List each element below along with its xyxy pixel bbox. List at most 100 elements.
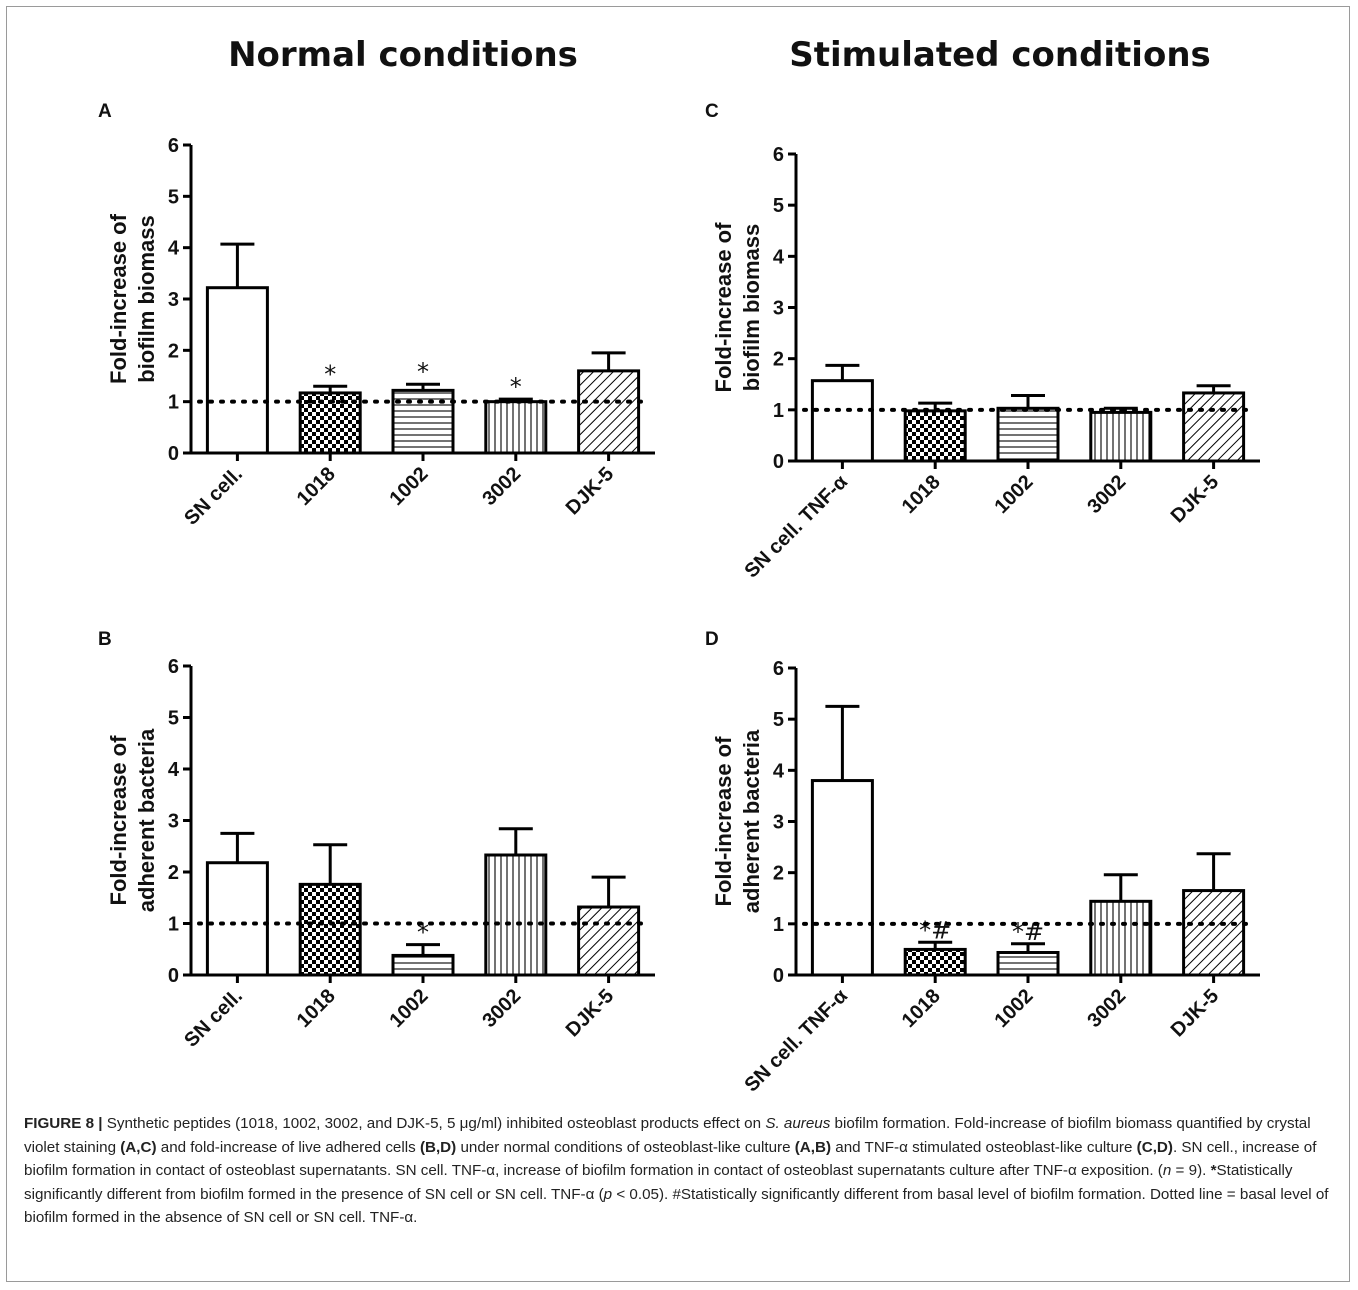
caption-text-7: = 9).	[1171, 1162, 1211, 1179]
panel-a-xlabel-djk-5: DJK-5	[562, 463, 618, 519]
panel-d-ytick-label-2: 2	[773, 863, 784, 885]
caption-species: S. aureus	[765, 1115, 831, 1132]
panel-a-xlabel-3002: 3002	[478, 463, 525, 510]
panel-b-ytick-label-5: 5	[168, 708, 179, 730]
panel-b-ytick-label-3: 3	[168, 811, 179, 833]
panel-d-ylabel-line-1: Fold-increase of	[711, 736, 736, 907]
panel-b-ytick-label-1: 1	[168, 914, 179, 936]
panel-c-ytick-label-1: 1	[773, 400, 784, 422]
panel-b-ytick-label-6: 6	[168, 656, 179, 678]
panel-a-annotation-1018: *	[324, 360, 336, 388]
panel-c-ytick-label-6: 6	[773, 144, 784, 166]
caption-text-1: Synthetic peptides (1018, 1002, 3002, an…	[102, 1115, 766, 1132]
panel-a-ytick-label-1: 1	[168, 392, 179, 414]
caption-ref-bd: (B,D)	[419, 1138, 457, 1156]
panel-c-ylabel-line-1: Fold-increase of	[711, 222, 736, 393]
caption-p: p	[603, 1185, 613, 1203]
panel-a-ytick-label-2: 2	[168, 340, 179, 362]
panel-d-ylabel-line-2: adherent bacteria	[739, 729, 764, 913]
panel-c-bar-3002	[1089, 410, 1153, 463]
panel-a-annotation-3002: *	[510, 373, 522, 401]
panel-c-ytick-label-3: 3	[773, 298, 784, 320]
panel-c-ytick-label-4: 4	[773, 246, 785, 268]
panel-a-bar-3002	[484, 400, 548, 455]
panel-c-bar-1018	[903, 409, 967, 463]
panel-d: D Fold-increase of adherent bacteria 0 1 2 3 4 5…	[705, 629, 1260, 1096]
panel-b-annotation-1002: *	[417, 919, 429, 947]
panel-c-xlabel-1002: 1002	[991, 471, 1038, 518]
panel-a: A Fold-increase of biofilm biomass 0 1 2 3 4 5 6 S…	[98, 101, 655, 530]
panel-a-label: A	[98, 101, 112, 122]
panel-b: B Fold-increase of adherent bacteria 0 1 2 3 4 5…	[98, 629, 655, 1052]
caption-text-5: and TNF-α stimulated osteoblast-like cul…	[831, 1138, 1137, 1156]
caption-ref-ab: (A,B)	[794, 1138, 832, 1156]
panel-d-bar-3002	[1089, 899, 1153, 977]
caption-text-8: Statistically significantly different fr…	[24, 1162, 1293, 1203]
panel-b-ylabel-line-1: Fold-increase of	[106, 735, 131, 906]
panel-a-ytick-label-3: 3	[168, 289, 179, 311]
panel-d-xlabel-3002: 3002	[1083, 985, 1130, 1032]
figure-frame	[6, 6, 1350, 1282]
panel-c-bar-sn-cell-tnf	[810, 379, 874, 463]
panel-d-ytick-label-5: 5	[773, 709, 784, 731]
caption-ref-ac: (A,C)	[120, 1138, 157, 1156]
panel-a-bar-1002	[391, 388, 455, 455]
panel-b-xlabel-djk-5: DJK-5	[562, 985, 618, 1041]
panel-d-label: D	[705, 629, 719, 650]
panel-d-xlabel-sn-cell-tnf: SN cell. TNF-α	[740, 984, 852, 1096]
panel-a-ylabel-line-2: biofilm biomass	[134, 215, 159, 382]
caption-ref-cd: (C,D)	[1136, 1138, 1173, 1156]
caption-text-6: . SN cell., increase of biofilm formatio…	[24, 1138, 1317, 1180]
figure-canvas: Normal conditions Stimulated conditions …	[98, 35, 1260, 1096]
header-normal-conditions: Normal conditions	[228, 35, 578, 75]
panel-b-bar-sn-cell	[205, 861, 269, 977]
panel-d-bar-1018	[903, 947, 967, 977]
caption-text-2: biofilm formation. Fold-increase of biof…	[24, 1115, 1311, 1156]
figure-caption: FIGURE 8 | Synthetic peptides (1018, 100…	[24, 1112, 1336, 1230]
panel-b-bar-3002	[484, 853, 548, 977]
panel-b-xlabel-3002: 3002	[478, 985, 525, 1032]
panel-b-label: B	[98, 629, 112, 650]
panel-b-ytick-label-2: 2	[168, 862, 179, 884]
panel-a-bar-djk-5	[577, 369, 641, 455]
panel-c-bar-1002	[996, 406, 1060, 463]
panel-c-ytick-label-2: 2	[773, 349, 784, 371]
panel-c-xlabel-sn-cell-tnf: SN cell. TNF-α	[740, 470, 852, 582]
header-stimulated-conditions: Stimulated conditions	[789, 35, 1211, 75]
panel-c: C Fold-increase of biofilm biomass 0 1 2 3 4 5 6 S…	[705, 101, 1260, 582]
panel-c-xlabel-1018: 1018	[898, 471, 945, 518]
panel-d-ytick-label-4: 4	[773, 760, 785, 782]
panel-c-xlabel-djk-5: DJK-5	[1167, 471, 1223, 527]
panel-a-ytick-label-0: 0	[168, 443, 179, 465]
panel-c-xlabel-3002: 3002	[1083, 471, 1130, 518]
panel-a-xlabel-sn-cell: SN cell.	[180, 463, 247, 530]
panel-b-xlabel-sn-cell: SN cell.	[180, 985, 247, 1052]
panel-d-bar-1002	[996, 950, 1060, 977]
panel-a-ytick-label-5: 5	[168, 186, 179, 208]
panel-d-ytick-label-6: 6	[773, 658, 784, 680]
panel-d-annotation-1018: *#	[919, 916, 951, 944]
panel-c-ytick-label-0: 0	[773, 451, 784, 473]
panel-a-xlabel-1018: 1018	[293, 463, 340, 510]
panel-d-bar-djk-5	[1182, 889, 1246, 977]
caption-text-3: and fold-increase of live adhered cells	[156, 1138, 420, 1156]
panel-d-xlabel-1018: 1018	[898, 985, 945, 1032]
panel-a-ytick-label-4: 4	[168, 238, 180, 260]
panel-b-bar-1002	[391, 953, 455, 977]
panel-a-bar-sn-cell	[205, 286, 269, 455]
panel-c-ytick-label-5: 5	[773, 195, 784, 217]
panel-a-ylabel-line-1: Fold-increase of	[106, 213, 131, 384]
panel-c-ylabel-line-2: biofilm biomass	[739, 224, 764, 391]
caption-n: n	[1162, 1162, 1172, 1179]
caption-text-4: under normal conditions of osteoblast-li…	[456, 1138, 795, 1156]
caption-figure-label: FIGURE 8 |	[24, 1115, 103, 1132]
panel-d-ytick-label-3: 3	[773, 812, 784, 834]
panel-a-xlabel-1002: 1002	[386, 463, 433, 510]
panel-c-label: C	[705, 101, 719, 122]
panel-b-bar-1018	[298, 882, 362, 977]
panel-b-xlabel-1018: 1018	[293, 985, 340, 1032]
panel-b-ytick-label-0: 0	[168, 965, 179, 987]
panel-d-annotation-1002: *#	[1012, 918, 1044, 946]
panel-d-xlabel-djk-5: DJK-5	[1167, 985, 1223, 1041]
panel-d-ytick-label-1: 1	[773, 914, 784, 936]
